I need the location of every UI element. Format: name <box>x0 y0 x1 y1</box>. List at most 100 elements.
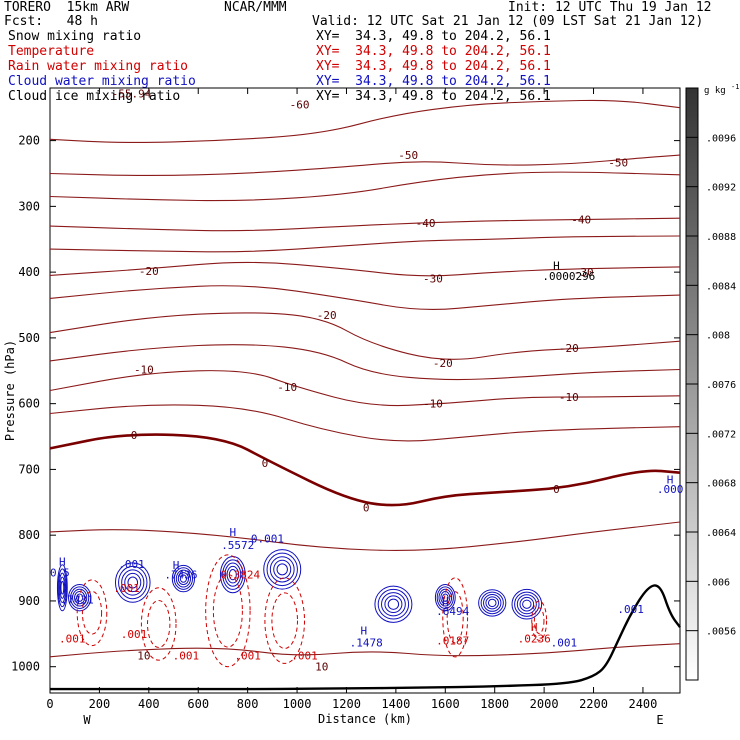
colorbar-label: .0084 <box>706 281 736 292</box>
temperature-contour <box>49 261 681 277</box>
mixing-ratio-label: .001 <box>118 558 145 571</box>
cloud-water-contour <box>76 593 84 602</box>
mixing-ratio-label: .001 <box>291 650 318 663</box>
temperature-label: -60 <box>290 98 310 111</box>
x-tick-label: 800 <box>237 697 259 711</box>
colorbar-label: .008 <box>706 331 730 342</box>
cloud-water-contour <box>434 583 456 612</box>
rain-water-contour <box>446 591 464 644</box>
cloud-water-contour <box>483 594 502 612</box>
mixing-ratio-label: .001 <box>173 650 200 663</box>
field-name-cloud-water: Cloud water mixing ratio <box>8 74 196 89</box>
field-xy-cloud-ice: XY= 34.3, 49.8 to 204.2, 56.1 <box>316 89 551 104</box>
institution-label: NCAR/MMM <box>224 0 287 15</box>
rain-water-contour <box>212 573 243 648</box>
temperature-label: 10 <box>315 661 328 674</box>
colorbar-label: .006 <box>706 577 730 588</box>
cloud-water-contour <box>436 586 454 609</box>
temperature-label: -50 <box>398 149 418 162</box>
y-axis-label: Pressure (hPa) <box>3 340 17 441</box>
colorbar: .0096 .0092 .0088 .0084 .008 .0076 .0072 .0068.… <box>685 83 739 681</box>
y-tick-label: 1000 <box>11 660 40 674</box>
colorbar-unit: g kg <box>704 86 726 96</box>
temperature-label: -50 <box>608 156 628 169</box>
axes: 0 200 400 600 800 1000 1200 1400 1600 1800 2000 220… <box>3 88 680 727</box>
cloud-water-contour <box>374 585 413 623</box>
x-tick-label: 1400 <box>381 697 410 711</box>
cloud-water-contour <box>222 559 244 590</box>
mixing-ratio-label: .0000296 <box>542 270 595 283</box>
temperature-label: -10 <box>423 398 443 411</box>
cloud-water-contour <box>224 562 242 587</box>
temperature-label: -40 <box>571 214 591 227</box>
cloud-water-contour <box>173 567 194 590</box>
valid-time: Valid: 12 UTC Sat 21 Jan 12 (09 LST Sat … <box>312 14 704 29</box>
temperature-label: 0 <box>262 457 269 470</box>
colorbar-label: .0096 <box>706 133 736 144</box>
rain-water-contour <box>264 577 306 664</box>
rain-water-contour <box>442 577 469 658</box>
cloud-water-contour <box>384 595 403 614</box>
mixing-ratio-label: 0.3824 <box>220 569 260 582</box>
cloud-water-contour <box>60 580 65 595</box>
mixing-ratio-label: .000 <box>657 483 684 496</box>
x-tick-label: 1600 <box>431 697 460 711</box>
x-tick-label: 200 <box>89 697 111 711</box>
east-endpoint-label: E <box>656 713 663 727</box>
mixing-ratio-label: H <box>173 559 180 572</box>
colorbar-label: .0092 <box>706 183 736 194</box>
y-tick-label: 700 <box>18 462 40 476</box>
cloud-water-contour <box>114 562 151 603</box>
y-tick-label: 300 <box>18 199 40 213</box>
temperature-label: -10 <box>134 363 154 376</box>
temperature-label: -30 <box>574 266 594 279</box>
temperature-contour <box>49 404 681 442</box>
y-tick-label: 900 <box>18 594 40 608</box>
temperature-contour <box>49 171 681 202</box>
x-tick-label: 0 <box>46 697 53 711</box>
x-tick-label: 1200 <box>332 697 361 711</box>
temperature-label: 0 <box>363 502 370 515</box>
temperature-label: 0 <box>131 429 138 442</box>
mixing-ratio-label: .001 <box>59 632 86 645</box>
y-tick-label: 800 <box>18 528 40 542</box>
cloud-water-contour <box>263 549 302 590</box>
cloud-water-contour <box>522 599 532 609</box>
mixing-ratio-label: .001 <box>551 636 578 649</box>
y-tick-label: 500 <box>18 331 40 345</box>
cloud-water-contour <box>68 583 92 612</box>
cloud-water-contour <box>514 591 540 617</box>
rain-water-contour <box>81 590 103 635</box>
x-tick-label: 1800 <box>480 697 509 711</box>
cloud-water-contour <box>438 588 453 607</box>
colorbar-label: .0072 <box>706 429 736 440</box>
cloud-water-contour <box>487 598 497 608</box>
cloud-water-contour <box>127 576 139 589</box>
cloud-water-contour <box>171 564 196 593</box>
mixing-ratio-label: .001 <box>234 650 261 663</box>
temperature-label: -10 <box>559 391 579 404</box>
temperature-contour <box>49 370 681 407</box>
mixing-ratio-label: 0.001 <box>251 532 284 545</box>
x-axis-label: Distance (km) <box>318 712 412 726</box>
rain-water-contour <box>205 554 251 668</box>
temperature-label: -55.94 <box>112 87 152 100</box>
west-endpoint-label: W <box>83 713 91 727</box>
rain-water-contour <box>271 592 299 649</box>
colorbar-label: .0056 <box>706 627 736 638</box>
field-xy-snow: XY= 34.3, 49.8 to 204.2, 56.1 <box>316 29 551 44</box>
cloud-water-contour <box>276 563 288 576</box>
temperature-label: -20 <box>559 342 579 355</box>
cloud-water-contour <box>57 568 67 608</box>
x-tick-label: 2400 <box>628 697 657 711</box>
mixing-ratio-label: H <box>59 555 66 568</box>
mixing-ratio-label: H <box>667 473 674 486</box>
mixing-ratio-label: .7436 <box>164 569 197 582</box>
forecast-hour: Fcst: 48 h <box>4 14 98 29</box>
cloud-water-contour <box>519 596 535 612</box>
mixing-ratio-label: .5572 <box>221 539 254 552</box>
x-tick-label: 2000 <box>530 697 559 711</box>
mixing-ratio-label: 0.5 <box>50 567 70 580</box>
cloud-water-contour <box>58 572 67 603</box>
